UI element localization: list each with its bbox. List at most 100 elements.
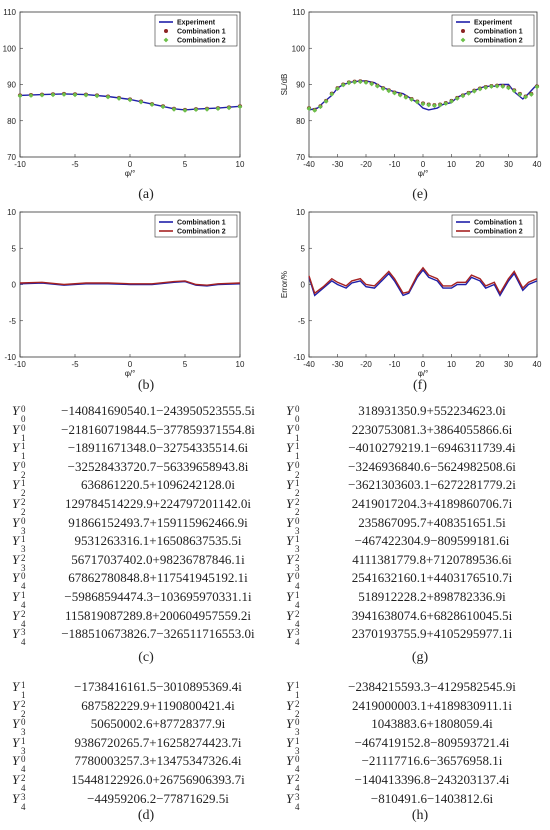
table-row: Y 2 1 636861220.5+1096242128.0i (12, 476, 270, 498)
data-point (83, 92, 89, 98)
table-row: Y 3 0 235867095.7+408351651.5i (286, 514, 544, 536)
caption-g: (g) (411, 650, 429, 665)
caption-e: (e) (412, 187, 428, 202)
coefficient-value: 1043883.6+1808059.4i (371, 716, 493, 732)
data-point (50, 92, 56, 98)
data-point (523, 94, 528, 100)
table-row: Y 4 2 15448122926.0+26756906393.7i (12, 771, 270, 793)
data-point (357, 79, 363, 85)
table-row: Y 1 0 −218160719844.5−377859371554.8i (12, 421, 270, 443)
data-point (171, 106, 177, 112)
table-row: Y 2 2 129784514229.9+224797201142.0i (12, 495, 270, 517)
table-row: Y 1 1 −2384215593.3−4129582545.9i (286, 678, 544, 700)
data-point (397, 92, 403, 98)
legend-label: Combination 1 (177, 220, 226, 227)
y-tick-label: 90 (296, 81, 305, 90)
coefficient-value: 91866152493.7+159115962466.9i (68, 514, 248, 530)
x-tick-label: 10 (236, 360, 245, 369)
series-line (308, 268, 538, 297)
data-point (323, 98, 329, 104)
data-point (94, 93, 100, 99)
data-point (375, 83, 380, 89)
chart-a-svg: -10-50510708090100110φ/°SL/dBExperimentC… (3, 8, 245, 178)
table-row: Y 1 1 −4010279219.1−6946311739.4i (286, 439, 544, 461)
data-point (28, 93, 34, 98)
data-point (237, 104, 243, 110)
legend-box (451, 214, 535, 238)
table-row: Y 1 1 −1738416161.5−3010895369.4i (12, 678, 270, 700)
data-point (352, 79, 357, 85)
y-tick-label: 10 (7, 208, 16, 217)
coefficient-value: −810491.6−1403812.6i (370, 790, 494, 806)
data-point (312, 107, 318, 113)
table-row: Y 2 1 −3621303603.1−6272281779.2i (286, 476, 544, 498)
table-row: Y 4 3 −810491.6−1403812.6i (286, 790, 544, 812)
x-tick-label: 5 (183, 360, 188, 369)
table-row: Y 0 0 318931350.9+552234623.0i (286, 402, 544, 424)
coefficient-value: −18911671348.0−32754335514.6i (67, 440, 249, 456)
data-point (534, 84, 540, 90)
coefficient-value: 2230753081.3+3864055866.6i (351, 421, 513, 437)
y-tick-label: 80 (296, 117, 305, 126)
data-point (494, 83, 500, 89)
data-point (215, 106, 221, 111)
y-tick-label: -5 (9, 317, 17, 326)
panel-e: -40 -30 -20 -10 0 10 20 30 40 70 80 90 100 110 φ/° SL/d… (275, 0, 550, 190)
data-point (454, 96, 460, 101)
table-row: Y 2 2 2419000003.1+4189830911.1i (286, 697, 544, 719)
coefficient-value: −44959206.2−77871629.5i (87, 790, 229, 806)
data-point (511, 88, 517, 94)
data-point (528, 92, 534, 97)
legend-label: Experiment (474, 20, 513, 27)
x-tick-label: 0 (421, 160, 426, 169)
y-tick-label: 0 (301, 281, 306, 290)
coefficient-value: 56717037402.0+98236787846.1i (71, 551, 245, 567)
table-row: Y 2 0 −32528433720.7−56339658943.8i (12, 458, 270, 480)
x-tick-label: 10 (447, 360, 456, 369)
x-axis-label: φ/° (418, 169, 429, 178)
table-row: Y 4 3 −44959206.2−77871629.5i (12, 790, 270, 812)
table-row: Y 2 2 2419017204.3+4189860706.7i (286, 495, 544, 517)
data-point (193, 107, 199, 113)
x-tick-label: -30 (332, 160, 344, 169)
data-point (105, 94, 111, 100)
data-point (369, 81, 375, 87)
table-g: Y 0 0 318931350.9+552234623.0i Y 1 0 2230753081… (286, 402, 544, 647)
x-tick-label: 0 (128, 160, 133, 169)
chart-e-svg: -40 -30 -20 -10 0 10 20 30 40 70 80 90 100 110 φ/° SL/d… (280, 8, 542, 178)
table-row: Y 3 0 50650002.6+87728377.9i (12, 715, 270, 737)
legend-box (451, 14, 535, 47)
chart-b-svg: -10-50510-10-50510φ/°Error/%Combination … (4, 208, 245, 378)
coefficient-value: 4111381779.8+7120789536.6i (352, 551, 512, 567)
data-point (483, 85, 489, 90)
table-row: Y 3 1 −467422304.9−809599181.6i (286, 532, 544, 555)
x-tick-label: 5 (183, 160, 188, 169)
y-tick-label: 70 (296, 153, 305, 162)
table-row: Y 4 0 −21117716.6−36576958.1i (286, 752, 544, 774)
coefficient-value: −59868594474.3−103695970331.1i (64, 588, 252, 604)
coefficient-value: 3941638074.6+6828610045.5i (351, 607, 513, 623)
legend-box (154, 14, 238, 47)
coefficient-value: 9386720265.7+16258274423.7i (74, 734, 242, 750)
panel-a: -10-50510708090100110φ/°SL/dBExperimentC… (0, 0, 270, 190)
data-point (420, 101, 426, 107)
x-tick-label: -20 (360, 160, 372, 169)
legend-label: Experiment (177, 20, 216, 27)
x-tick-label: 10 (236, 160, 245, 169)
